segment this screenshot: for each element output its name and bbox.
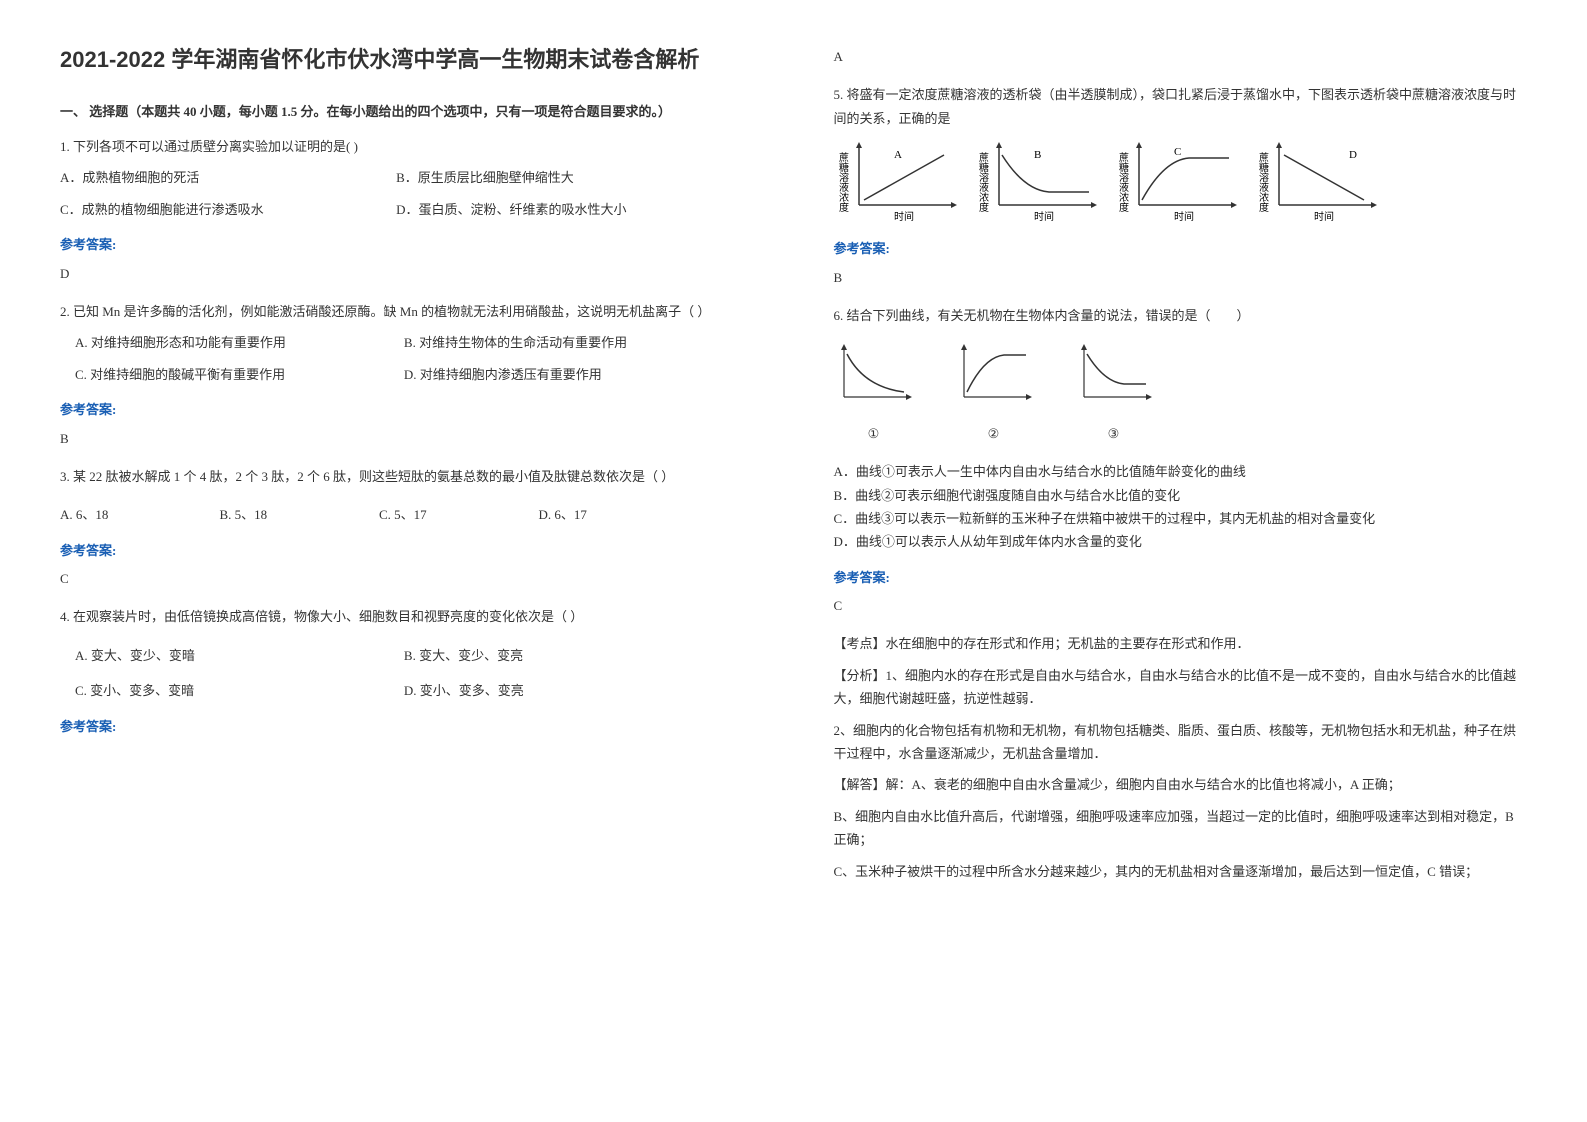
q6-optC: C．曲线③可以表示一粒新鲜的玉米种子在烘箱中被烘干的过程中，其内无机盐的相对含量…: [834, 507, 1528, 530]
q1-optB: B．原生质层比细胞壁伸缩性大: [396, 166, 729, 189]
q1-optA: A．成熟植物细胞的死活: [60, 166, 393, 189]
q4-text: 4. 在观察装片时，由低倍镜换成高倍镜，物像大小、细胞数目和视野亮度的变化依次是…: [60, 605, 754, 628]
curve-2: ②: [954, 342, 1034, 445]
answer-label: 参考答案:: [60, 715, 754, 738]
chart-B: 蔗糖溶液浓度 B 时间: [974, 140, 1104, 225]
curve-3: ③: [1074, 342, 1154, 445]
svg-text:蔗糖溶液浓度: 蔗糖溶液浓度: [1116, 152, 1128, 213]
q6-exp4: B、细胞内自由水比值升高后，代谢增强，细胞呼吸速率应加强，当超过一定的比值时，细…: [834, 805, 1528, 852]
q6-exp1: 【分析】1、细胞内水的存在形式是自由水与结合水，自由水与结合水的比值不是一成不变…: [834, 664, 1528, 711]
svg-text:D: D: [1349, 149, 1357, 161]
q2-text: 2. 已知 Mn 是许多酶的活化剂，例如能激活硝酸还原酶。缺 Mn 的植物就无法…: [60, 300, 754, 323]
q6-optA: A．曲线①可表示人一生中体内自由水与结合水的比值随年龄变化的曲线: [834, 460, 1528, 483]
q1-optC: C．成熟的植物细胞能进行渗透吸水: [60, 198, 393, 221]
q6-exp2: 2、细胞内的化合物包括有机物和无机物，有机物包括糖类、脂质、蛋白质、核酸等，无机…: [834, 719, 1528, 766]
question-5: 5. 将盛有一定浓度蔗糖溶液的透析袋（由半透膜制成），袋口扎紧后浸于蒸馏水中，下…: [834, 83, 1528, 225]
q6-exp3: 【解答】解：A、衰老的细胞中自由水含量减少，细胞内自由水与结合水的比值也将减小，…: [834, 773, 1528, 796]
answer-label: 参考答案:: [834, 237, 1528, 260]
svg-text:C: C: [1174, 146, 1181, 158]
q3-optC: C. 5、17: [379, 503, 539, 526]
question-2: 2. 已知 Mn 是许多酶的活化剂，例如能激活硝酸还原酶。缺 Mn 的植物就无法…: [60, 300, 754, 386]
chart-C: 蔗糖溶液浓度 C 时间: [1114, 140, 1244, 225]
curve-3-label: ③: [1074, 422, 1154, 445]
xlabel-text: 时间: [894, 210, 914, 223]
q5-answer: B: [834, 266, 1528, 289]
question-3: 3. 某 22 肽被水解成 1 个 4 肽，2 个 3 肽，2 个 6 肽，则这…: [60, 465, 754, 527]
question-6: 6. 结合下列曲线，有关无机物在生物体内含量的说法，错误的是（ ） ①: [834, 304, 1528, 554]
question-1: 1. 下列各项不可以通过质壁分离实验加以证明的是( ) A．成熟植物细胞的死活 …: [60, 135, 754, 221]
answer-label: 参考答案:: [60, 539, 754, 562]
svg-text:时间: 时间: [1034, 210, 1054, 223]
curve-1: ①: [834, 342, 914, 445]
ylabel-text: 蔗糖溶液浓度: [836, 152, 848, 213]
q6-text: 6. 结合下列曲线，有关无机物在生物体内含量的说法，错误的是（ ）: [834, 304, 1528, 327]
svg-text:蔗糖溶液浓度: 蔗糖溶液浓度: [976, 152, 988, 213]
q2-optC: C. 对维持细胞的酸碱平衡有重要作用: [75, 363, 401, 386]
left-column: 2021-2022 学年湖南省怀化市伏水湾中学高一生物期末试卷含解析 一、 选择…: [60, 40, 754, 891]
q5-charts: 蔗糖溶液浓度 A 时间 蔗糖溶液浓度: [834, 140, 1528, 225]
q3-optD: D. 6、17: [539, 503, 699, 526]
q1-text: 1. 下列各项不可以通过质壁分离实验加以证明的是( ): [60, 135, 754, 158]
q4-optD: D. 变小、变多、变亮: [404, 679, 730, 702]
svg-text:蔗糖溶液浓度: 蔗糖溶液浓度: [1256, 152, 1268, 213]
svg-text:B: B: [1034, 149, 1041, 161]
chart-D: 蔗糖溶液浓度 D 时间: [1254, 140, 1384, 225]
exam-title: 2021-2022 学年湖南省怀化市伏水湾中学高一生物期末试卷含解析: [60, 40, 754, 80]
q2-optB: B. 对维持生物体的生命活动有重要作用: [404, 331, 730, 354]
svg-text:时间: 时间: [1314, 210, 1334, 223]
q6-curves: ① ②: [834, 342, 1528, 445]
q4-optC: C. 变小、变多、变暗: [75, 679, 401, 702]
curve-2-label: ②: [954, 422, 1034, 445]
svg-text:时间: 时间: [1174, 210, 1194, 223]
q6-answer: C: [834, 594, 1528, 617]
answer-label: 参考答案:: [60, 233, 754, 256]
q3-text: 3. 某 22 肽被水解成 1 个 4 肽，2 个 3 肽，2 个 6 肽，则这…: [60, 465, 754, 488]
q6-optB: B．曲线②可表示细胞代谢强度随自由水与结合水比值的变化: [834, 484, 1528, 507]
q3-optB: B. 5、18: [220, 503, 380, 526]
q6-optD: D．曲线①可以表示人从幼年到成年体内水含量的变化: [834, 530, 1528, 553]
q4-optA: A. 变大、变少、变暗: [75, 644, 401, 667]
chart-A: 蔗糖溶液浓度 A 时间: [834, 140, 964, 225]
section-header: 一、 选择题（本题共 40 小题，每小题 1.5 分。在每小题给出的四个选项中，…: [60, 100, 754, 123]
q6-exp-title: 【考点】水在细胞中的存在形式和作用；无机盐的主要存在形式和作用．: [834, 632, 1528, 655]
q1-optD: D．蛋白质、淀粉、纤维素的吸水性大小: [396, 198, 729, 221]
q2-answer: B: [60, 427, 754, 450]
q4-answer: A: [834, 45, 1528, 68]
q2-optA: A. 对维持细胞形态和功能有重要作用: [75, 331, 401, 354]
question-4: 4. 在观察装片时，由低倍镜换成高倍镜，物像大小、细胞数目和视野亮度的变化依次是…: [60, 605, 754, 702]
q6-exp5: C、玉米种子被烘干的过程中所含水分越来越少，其内的无机盐相对含量逐渐增加，最后达…: [834, 860, 1528, 883]
q3-answer: C: [60, 567, 754, 590]
q5-text: 5. 将盛有一定浓度蔗糖溶液的透析袋（由半透膜制成），袋口扎紧后浸于蒸馏水中，下…: [834, 83, 1528, 130]
answer-label: 参考答案:: [834, 566, 1528, 589]
q3-optA: A. 6、18: [60, 503, 220, 526]
answer-label: 参考答案:: [60, 398, 754, 421]
svg-text:A: A: [894, 149, 902, 161]
right-column: A 5. 将盛有一定浓度蔗糖溶液的透析袋（由半透膜制成），袋口扎紧后浸于蒸馏水中…: [834, 40, 1528, 891]
q4-optB: B. 变大、变少、变亮: [404, 644, 730, 667]
curve-1-label: ①: [834, 422, 914, 445]
q1-answer: D: [60, 262, 754, 285]
q2-optD: D. 对维持细胞内渗透压有重要作用: [404, 363, 730, 386]
